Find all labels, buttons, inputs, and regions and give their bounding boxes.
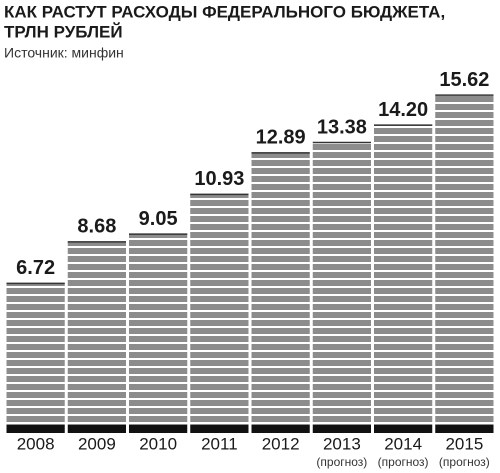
value-label: 14.20	[378, 99, 428, 121]
chart-title: ТРЛН РУБЛЕЙ	[4, 22, 123, 41]
x-tick-label: 2012	[262, 434, 300, 453]
bar	[435, 94, 494, 426]
value-label: 8.68	[77, 216, 116, 238]
baseline	[251, 425, 310, 433]
baseline	[190, 425, 249, 433]
value-label: 12.89	[256, 127, 306, 149]
baseline	[67, 425, 126, 433]
value-label: 9.05	[139, 208, 178, 230]
chart-title: КАК РАСТУТ РАСХОДЫ ФЕДЕРАЛЬНОГО БЮДЖЕТА,	[4, 2, 445, 21]
baseline	[129, 425, 188, 433]
baseline	[312, 425, 371, 433]
x-tick-label: 2011	[201, 434, 238, 453]
value-label: 10.93	[194, 168, 244, 190]
bar	[67, 241, 126, 425]
bar	[251, 152, 310, 425]
x-tick-label: 2013	[323, 434, 361, 453]
bar	[374, 124, 433, 426]
value-label: 15.62	[439, 69, 489, 91]
value-label: 13.38	[317, 116, 367, 138]
x-tick-label: 2014	[384, 434, 422, 453]
baseline	[374, 425, 433, 433]
x-tick-label: 2015	[445, 434, 483, 453]
bar	[190, 193, 249, 425]
x-tick-note: (прогноз)	[316, 455, 367, 469]
x-tick-note: (прогноз)	[378, 455, 429, 469]
baseline	[435, 425, 494, 433]
chart-subtitle: Источник: минфин	[4, 45, 124, 61]
x-tick-label: 2010	[139, 434, 177, 453]
bar	[312, 142, 371, 425]
x-tick-label: 2009	[78, 434, 116, 453]
value-label: 6.72	[16, 257, 55, 279]
baseline	[6, 425, 65, 433]
bar	[6, 282, 65, 425]
x-tick-note: (прогноз)	[439, 455, 490, 469]
bar	[129, 233, 188, 425]
x-tick-label: 2008	[17, 434, 55, 453]
